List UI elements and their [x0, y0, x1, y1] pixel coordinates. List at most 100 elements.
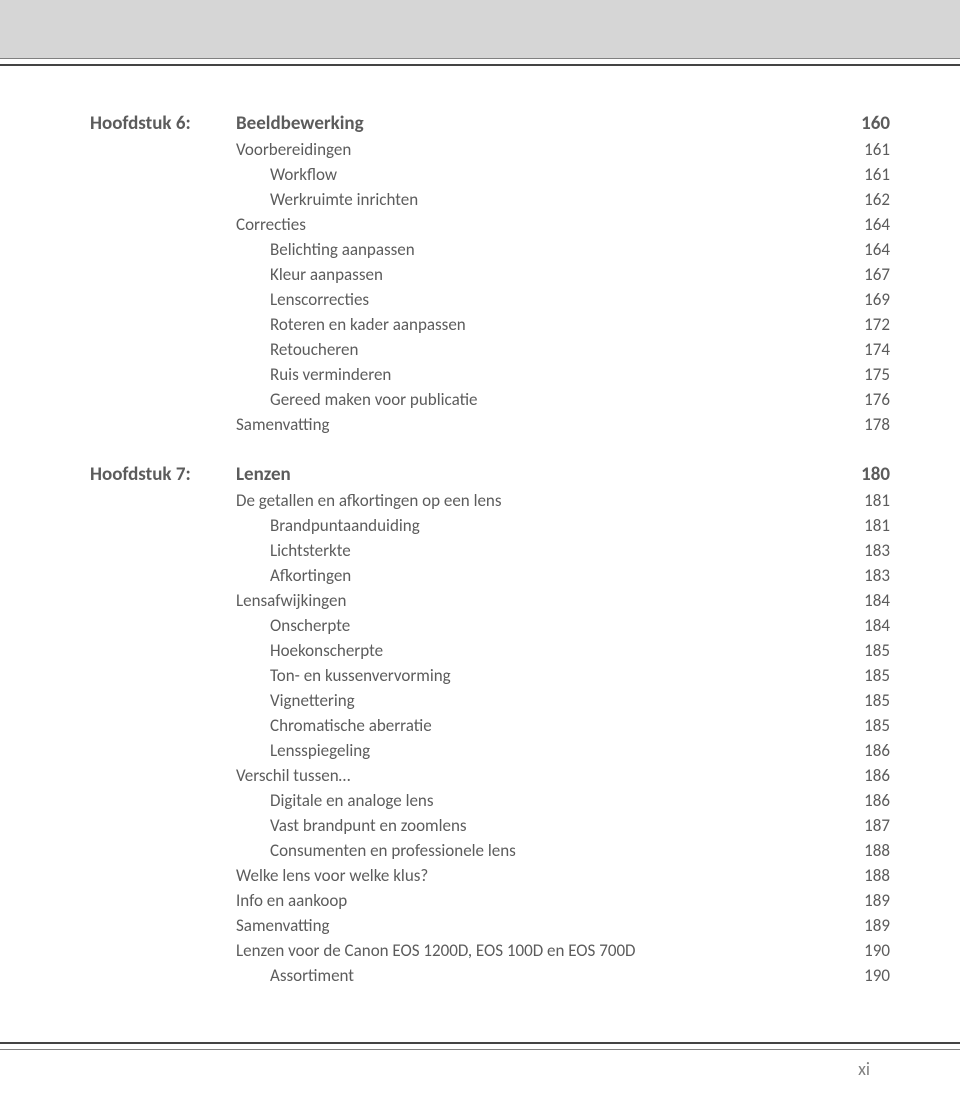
toc-subsection: Digitale en analoge lens186 [90, 790, 890, 811]
indent-spacer [90, 915, 236, 936]
toc-entry-page: 169 [864, 289, 890, 310]
header-rule-thin [0, 58, 960, 59]
toc-entry-page: 185 [864, 640, 890, 661]
toc-entry-page: 185 [864, 715, 890, 736]
toc-entry-title: Vast brandpunt en zoomlens [270, 815, 864, 836]
toc-entry-page: 186 [864, 740, 890, 761]
indent-spacer [90, 389, 270, 410]
toc-section: Welke lens voor welke klus?188 [90, 865, 890, 886]
indent-spacer [90, 615, 270, 636]
toc-entry-title: Voorbereidingen [236, 139, 864, 160]
toc-entry-title: Samenvatting [236, 915, 864, 936]
indent-spacer [90, 364, 270, 385]
toc-entry-title: Onscherpte [270, 615, 864, 636]
toc-entry-title: Lenscorrecties [270, 289, 864, 310]
toc-entry-title: Lensspiegeling [270, 740, 864, 761]
toc-subsection: Lensspiegeling186 [90, 740, 890, 761]
indent-spacer [90, 765, 236, 786]
indent-spacer [90, 815, 270, 836]
indent-spacer [90, 515, 270, 536]
toc-entry-title: Lenzen voor de Canon EOS 1200D, EOS 100D… [236, 940, 864, 961]
toc-subsection: Hoekonscherpte185 [90, 640, 890, 661]
footer-rule-thin [0, 1049, 960, 1050]
toc-entry-page: 186 [864, 790, 890, 811]
toc-entry-page: 167 [864, 264, 890, 285]
toc-subsection: Vast brandpunt en zoomlens187 [90, 815, 890, 836]
toc-subsection: Lichtsterkte183 [90, 540, 890, 561]
indent-spacer [90, 264, 270, 285]
toc-subsection: Chromatische aberratie185 [90, 715, 890, 736]
toc-entry-title: Chromatische aberratie [270, 715, 864, 736]
header-band [0, 0, 960, 58]
toc-subsection: Belichting aanpassen164 [90, 239, 890, 260]
indent-spacer [90, 164, 270, 185]
toc-entry-title: Vignettering [270, 690, 864, 711]
toc-entry-page: 176 [864, 389, 890, 410]
toc-entry-page: 181 [864, 515, 890, 536]
indent-spacer [90, 790, 270, 811]
toc-entry-title: Welke lens voor welke klus? [236, 865, 864, 886]
page: Hoofdstuk 6: Beeldbewerking 160 Voorbere… [0, 0, 960, 1102]
indent-spacer [90, 339, 270, 360]
toc-entry-page: 188 [864, 865, 890, 886]
toc-entry-title: Afkortingen [270, 565, 864, 586]
toc-entry-page: 189 [864, 890, 890, 911]
toc-entry-title: Ruis verminderen [270, 364, 864, 385]
toc-entry-title: Verschil tussen… [236, 765, 864, 786]
toc-section: Lenzen voor de Canon EOS 1200D, EOS 100D… [90, 940, 890, 961]
toc-entry-page: 184 [864, 590, 890, 611]
chapter-label: Hoofdstuk 7: [90, 463, 236, 486]
toc-subsection: Lenscorrecties169 [90, 289, 890, 310]
toc-entry-title: Brandpuntaanduiding [270, 515, 864, 536]
indent-spacer [90, 289, 270, 310]
indent-spacer [90, 840, 270, 861]
toc-entry-page: 185 [864, 665, 890, 686]
indent-spacer [90, 715, 270, 736]
toc-entry-title: De getallen en afkortingen op een lens [236, 490, 864, 511]
toc-entry-page: 190 [864, 965, 890, 986]
toc-entry-title: Belichting aanpassen [270, 239, 864, 260]
toc-entry-page: 164 [864, 239, 890, 260]
indent-spacer [90, 189, 270, 210]
indent-spacer [90, 890, 236, 911]
toc-subsection: Brandpuntaanduiding181 [90, 515, 890, 536]
indent-spacer [90, 490, 236, 511]
indent-spacer [90, 540, 270, 561]
indent-spacer [90, 740, 270, 761]
indent-spacer [90, 239, 270, 260]
toc-entry-title: Ton- en kussenvervorming [270, 665, 864, 686]
indent-spacer [90, 590, 236, 611]
toc-subsection: Gereed maken voor publicatie176 [90, 389, 890, 410]
toc-entry-page: 162 [864, 189, 890, 210]
chapter-heading: Hoofdstuk 6: Beeldbewerking 160 [90, 112, 890, 135]
toc-section: De getallen en afkortingen op een lens18… [90, 490, 890, 511]
indent-spacer [90, 640, 270, 661]
toc-section: Lensafwijkingen184 [90, 590, 890, 611]
toc-entry-page: 172 [864, 314, 890, 335]
toc-entry-page: 184 [864, 615, 890, 636]
toc-entry-title: Lichtsterkte [270, 540, 864, 561]
toc-entry-title: Digitale en analoge lens [270, 790, 864, 811]
toc-entry-title: Roteren en kader aanpassen [270, 314, 864, 335]
chapter-heading: Hoofdstuk 7: Lenzen 180 [90, 463, 890, 486]
indent-spacer [90, 665, 270, 686]
toc-section: Samenvatting178 [90, 414, 890, 435]
toc-entry-page: 174 [864, 339, 890, 360]
toc-entry-title: Werkruimte inrichten [270, 189, 864, 210]
toc-subsection: Ton- en kussenvervorming185 [90, 665, 890, 686]
toc-subsection: Vignettering185 [90, 690, 890, 711]
toc-entry-page: 190 [864, 940, 890, 961]
toc-entry-title: Info en aankoop [236, 890, 864, 911]
toc-entry-title: Kleur aanpassen [270, 264, 864, 285]
toc-subsection: Assortiment190 [90, 965, 890, 986]
toc-entry-page: 181 [864, 490, 890, 511]
toc-subsection: Afkortingen183 [90, 565, 890, 586]
indent-spacer [90, 139, 236, 160]
toc-subsection: Onscherpte184 [90, 615, 890, 636]
chapter-page: 180 [861, 463, 890, 486]
toc-entry-title: Workflow [270, 164, 864, 185]
toc-entry-page: 161 [864, 164, 890, 185]
toc-entry-page: 164 [864, 214, 890, 235]
toc-entry-page: 188 [864, 840, 890, 861]
toc-entry-page: 189 [864, 915, 890, 936]
